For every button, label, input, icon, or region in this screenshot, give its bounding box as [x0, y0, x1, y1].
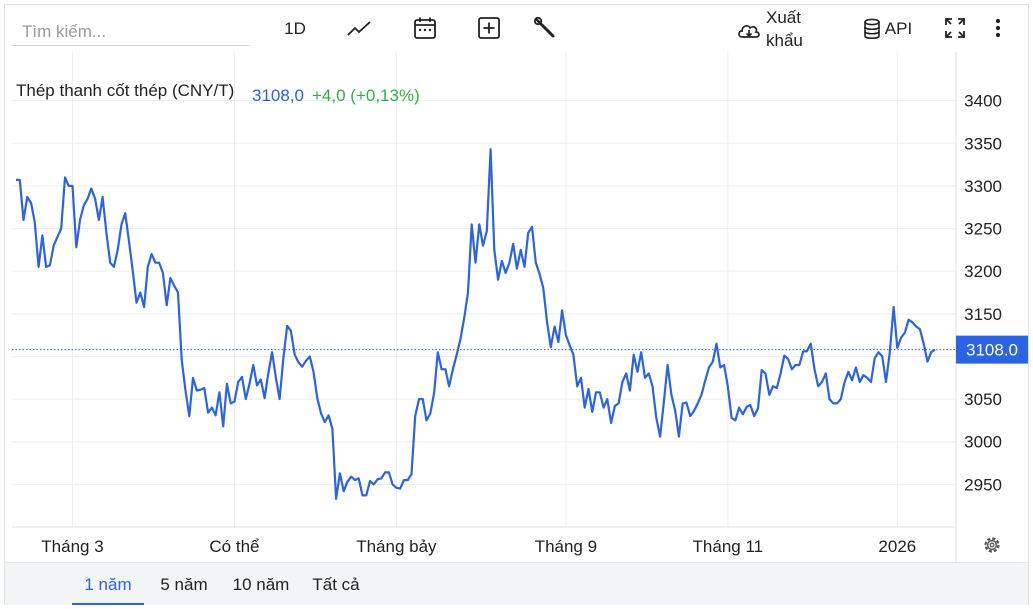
export-label: Xuất khẩu	[766, 6, 803, 52]
legend-last-price: 3108,0	[252, 86, 304, 105]
x-tick-label: Tháng bảy	[356, 537, 437, 556]
y-tick-label: 3400	[964, 92, 1002, 111]
database-icon	[863, 18, 880, 40]
x-tick-label: Có thể	[209, 537, 259, 556]
tab-1-year[interactable]: 1 năm	[72, 563, 144, 605]
settings-tools-button[interactable]	[528, 12, 562, 44]
toolbar: 1D Xuất	[0, 0, 1033, 60]
y-tick-label: 3350	[964, 134, 1002, 153]
plus-square-icon	[478, 17, 500, 39]
y-tick-label: 3150	[964, 305, 1002, 324]
calendar-icon	[414, 17, 436, 39]
api-button[interactable]: API	[856, 14, 918, 44]
price-series-line	[16, 148, 936, 500]
legend-change: +4,0 (+0,13%)	[312, 86, 420, 105]
x-tick-label: 2026	[878, 537, 916, 556]
gear-icon[interactable]	[984, 537, 1000, 553]
y-tick-label: 3250	[964, 220, 1002, 239]
interval-label: 1D	[284, 19, 306, 38]
more-vertical-icon	[995, 18, 1001, 38]
fullscreen-button[interactable]	[938, 12, 972, 44]
last-price-label: 3108.0	[966, 341, 1018, 360]
search-input[interactable]	[12, 18, 250, 46]
export-label-line1: Xuất	[766, 8, 801, 27]
y-tick-label: 2950	[964, 475, 1002, 494]
price-chart[interactable]: 2950300030503100315032003250330033503400…	[0, 0, 1033, 562]
export-label-line2: khẩu	[766, 31, 803, 50]
export-button[interactable]: Xuất khẩu	[736, 4, 816, 54]
tab-5-years[interactable]: 5 năm	[160, 575, 208, 594]
line-chart-button[interactable]	[342, 14, 376, 44]
tab-10-years[interactable]: 10 năm	[232, 575, 290, 594]
wrench-icon	[533, 16, 555, 38]
tab-all[interactable]: Tất cả	[312, 575, 360, 594]
x-tick-label: Tháng 3	[41, 537, 103, 556]
y-tick-label: 3200	[964, 262, 1002, 281]
api-label: API	[884, 19, 913, 38]
interval-button[interactable]: 1D	[270, 14, 320, 44]
y-tick-label: 3300	[964, 177, 1002, 196]
y-tick-label: 3000	[964, 433, 1002, 452]
more-options-button[interactable]	[986, 12, 1010, 44]
add-indicator-button[interactable]	[472, 12, 506, 44]
range-tabs: 1 năm 5 năm 10 năm Tất cả	[5, 562, 1028, 605]
calendar-button[interactable]	[408, 12, 442, 44]
cloud-download-icon	[738, 25, 760, 38]
x-tick-label: Tháng 11	[693, 537, 764, 556]
line-chart-icon	[347, 21, 371, 36]
last-price-badge	[956, 335, 1028, 364]
fullscreen-icon	[945, 18, 965, 38]
x-tick-label: Tháng 9	[535, 537, 597, 556]
y-tick-label: 3050	[964, 390, 1002, 409]
legend-series-name: Thép thanh cốt thép (CNY/T)	[16, 81, 234, 100]
